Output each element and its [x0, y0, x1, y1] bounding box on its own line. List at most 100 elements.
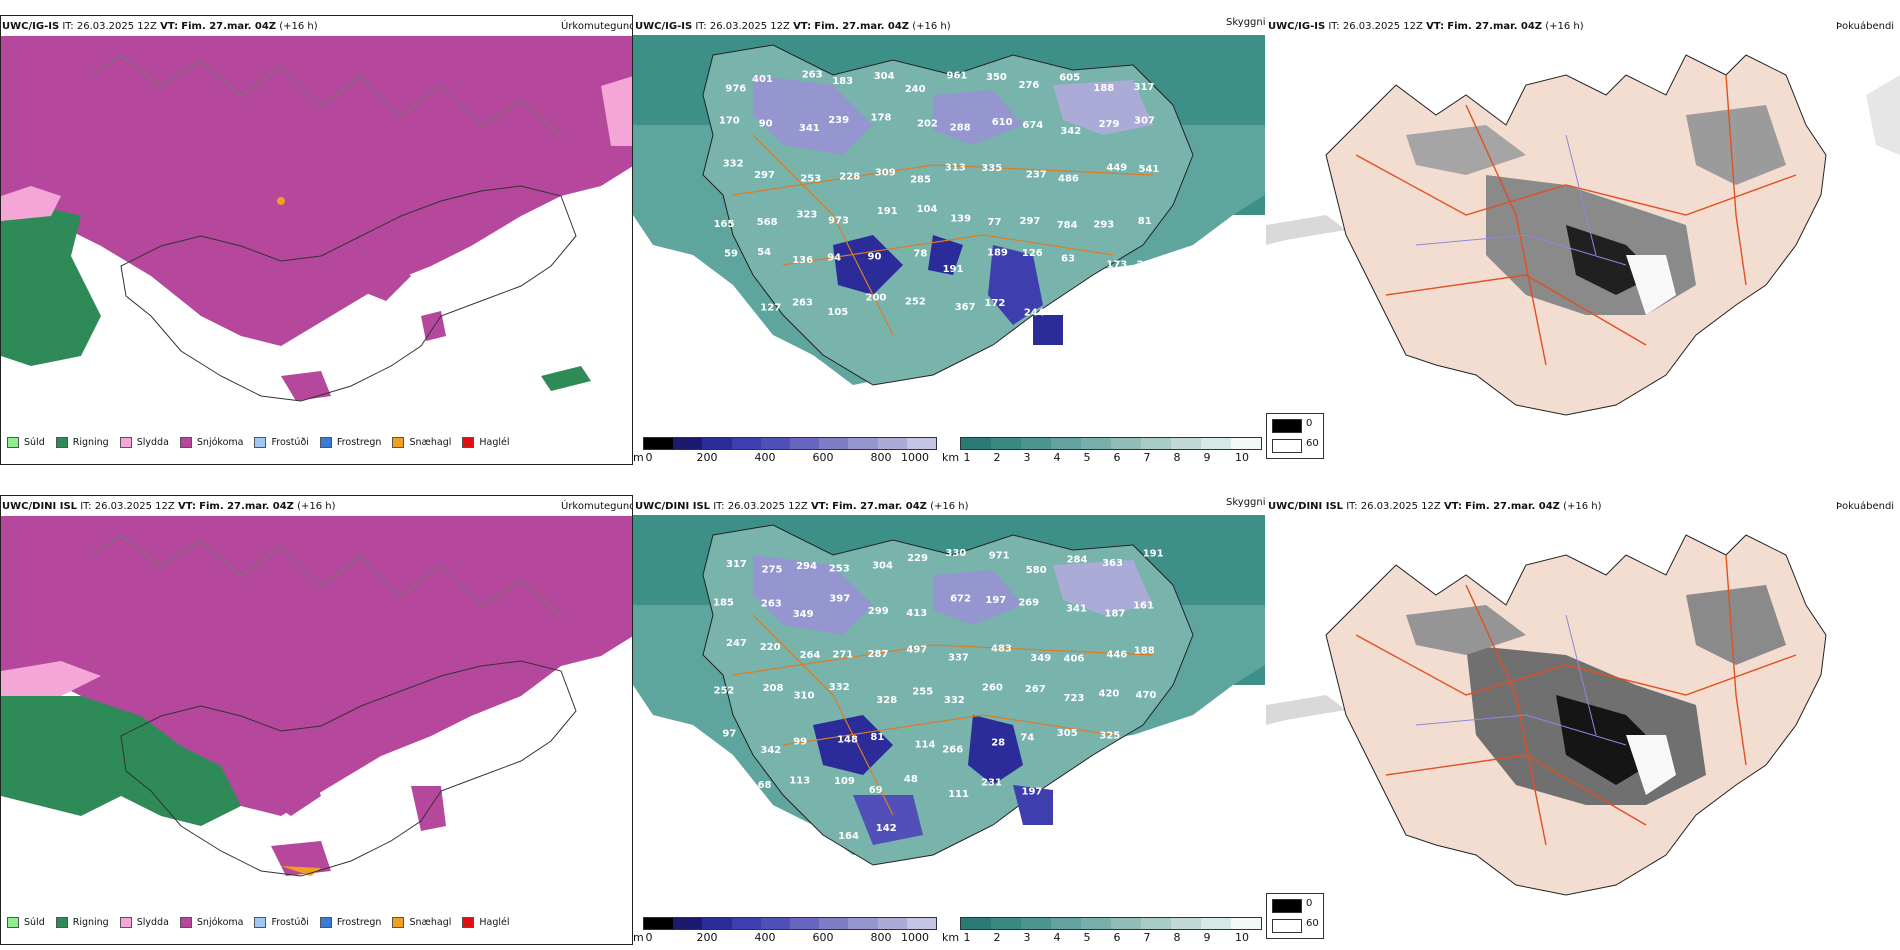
vt-value: Fim. 27.mar. 04Z [199, 501, 294, 512]
ceiling-value-label: 279 [1099, 119, 1120, 130]
ceiling-tick: 0 [645, 931, 653, 944]
ceiling-value-label: 317 [726, 559, 747, 570]
visibility-unit: km [942, 451, 960, 464]
legend-label: Rigning [72, 437, 109, 448]
ceiling-value-label: 113 [789, 775, 810, 786]
ceiling-value-label: 971 [989, 551, 1010, 562]
legend-item: Frostregn [319, 917, 381, 928]
legend-swatch [254, 917, 267, 928]
fog-panel-igis [1266, 15, 1900, 463]
ceiling-value-label: 255 [912, 686, 933, 697]
ceiling-value-label: 48 [904, 774, 918, 785]
ceiling-value-label: 568 [757, 217, 778, 228]
ceiling-value-label: 976 [725, 84, 746, 95]
visibility-tick: 5 [1083, 451, 1091, 464]
legend-swatch [392, 437, 405, 448]
legend-label: Frostúði [271, 437, 309, 448]
visibility-scale-bin [1171, 438, 1201, 449]
ceiling-value-label: 68 [758, 780, 772, 791]
legend-swatch [7, 437, 19, 448]
ceiling-value-label: 275 [762, 565, 783, 576]
ceiling-value-label: 253 [800, 174, 821, 185]
legend-swatch [319, 437, 332, 448]
ceiling-value-label: 263 [761, 599, 782, 610]
legend-item: Rigning [55, 437, 109, 448]
ceiling-scale-bin [848, 438, 878, 449]
fog-swatch-min [1272, 899, 1302, 913]
panel-header: UWC/IG-IS IT: 26.03.2025 12Z VT: Fim. 27… [635, 20, 951, 34]
legend-swatch [179, 437, 192, 448]
ceiling-value-label: 229 [907, 553, 928, 564]
ceiling-tick: 600 [812, 931, 834, 944]
lead-time: (+16 h) [1563, 501, 1602, 512]
ceiling-value-label: 483 [991, 643, 1012, 654]
legend-swatch [319, 917, 332, 928]
it-value: 26.03.2025 12Z [727, 501, 808, 512]
visibility-scale-bin [1201, 438, 1231, 449]
legend-item: Slydda [119, 917, 169, 928]
ceiling-value-label: 252 [714, 686, 735, 697]
ceiling-value-label: 293 [1093, 220, 1114, 231]
vt-label: VT: [1426, 21, 1445, 32]
ceiling-value-label: 54 [757, 247, 771, 258]
visibility-scale-bin [1051, 918, 1081, 929]
ceiling-value-label: 94 [827, 253, 841, 264]
ceiling-tick: 200 [696, 451, 718, 464]
ceiling-value-label: 173 [1106, 260, 1127, 271]
ceiling-value-label: 497 [906, 645, 927, 656]
model-name: UWC/DINI ISL [635, 501, 711, 512]
visibility-tick: 6 [1113, 931, 1121, 944]
ceiling-value-label: 276 [1019, 80, 1040, 91]
ceiling-value-label: 297 [754, 170, 775, 181]
it-label: IT: [62, 21, 74, 32]
legend-swatch [462, 917, 475, 928]
legend-label: Haglél [479, 437, 510, 448]
ceiling-value-label: 114 [915, 740, 936, 751]
fog-label-max: 60 [1306, 918, 1319, 929]
visibility-tick: 9 [1203, 931, 1211, 944]
ceiling-value-label: 313 [945, 163, 966, 174]
legend-label: Haglél [479, 917, 510, 928]
ceiling-value-label: 197 [1022, 787, 1043, 798]
ceiling-value-label: 263 [792, 298, 813, 309]
ceiling-value-label: 90 [759, 118, 773, 129]
legend-label: Snjókoma [196, 917, 244, 928]
ceiling-value-label: 228 [839, 172, 860, 183]
legend-label: Súld [24, 917, 45, 928]
ceiling-scale-bin [731, 918, 761, 929]
ceiling-value-label: 78 [913, 249, 927, 260]
ceiling-value-label: 723 [1064, 693, 1085, 704]
ceiling-value-label: 105 [827, 307, 848, 318]
lead-time: (+16 h) [912, 21, 951, 32]
ceiling-value-label: 332 [723, 159, 744, 170]
ceiling-value-label: 470 [1136, 690, 1157, 701]
ceiling-tick: 200 [696, 931, 718, 944]
ceiling-value-label: 332 [944, 695, 965, 706]
ceiling-scale-bin [790, 438, 820, 449]
ceiling-value-label: 247 [726, 638, 747, 649]
ceiling-value-label: 188 [1093, 83, 1114, 94]
panel-title-precip: Úrkomutegund [561, 21, 636, 32]
visibility-tick: 7 [1143, 931, 1151, 944]
visibility-scale-bin [1141, 438, 1171, 449]
ceiling-value-label: 541 [1139, 164, 1160, 175]
visibility-scale-bin [991, 438, 1021, 449]
visibility-scale-bin [1201, 918, 1231, 929]
ceiling-value-label: 178 [871, 113, 892, 124]
model-name: UWC/DINI ISL [2, 501, 78, 512]
ceiling-scale: m 0 200 400 600 800 1000 [633, 917, 937, 947]
legend-swatch [55, 917, 68, 928]
it-value: 26.03.2025 12Z [1342, 21, 1423, 32]
ceiling-value-label: 99 [793, 736, 807, 747]
ceiling-value-label: 69 [869, 785, 883, 796]
ceiling-value-label: 397 [829, 594, 850, 605]
ceiling-scale-bin [644, 918, 674, 929]
legend-item: Frostregn [319, 437, 381, 448]
legend-swatch [119, 437, 132, 448]
legend-item: Haglél [462, 917, 510, 928]
ceiling-visibility-panel-dini: 317 275 294 253 304 229 330 971 580 284 363 191 185 2… [633, 495, 1265, 943]
visibility-scale-bin [1021, 918, 1051, 929]
ceiling-value-label: 189 [987, 248, 1008, 259]
ceiling-value-label: 335 [981, 163, 1002, 174]
legend-item: Snæhagl [392, 917, 451, 928]
